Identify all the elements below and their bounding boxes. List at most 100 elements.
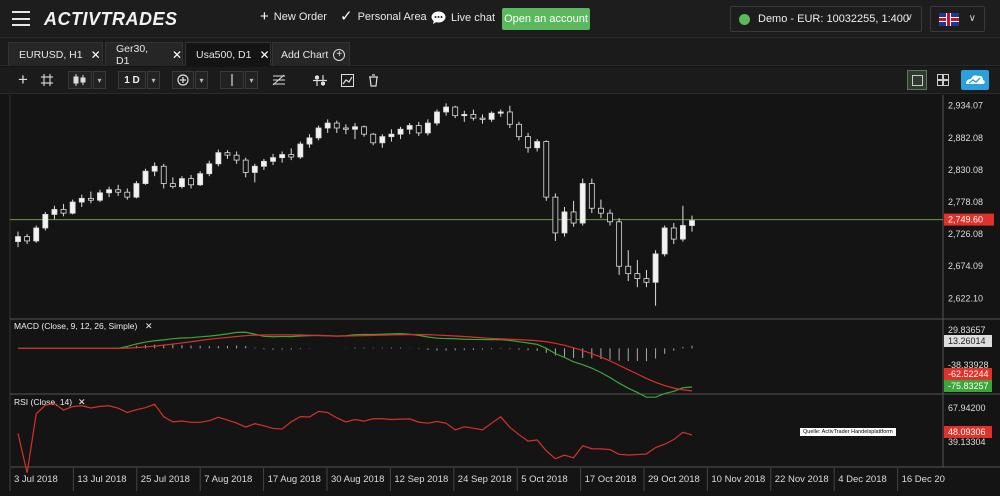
new-order-button[interactable]: + New Order: [260, 9, 327, 24]
candle-body: [415, 125, 422, 134]
close-icon[interactable]: ✕: [171, 47, 182, 62]
candle-body: [87, 197, 94, 201]
time-tick-label: 3 Jul 2018: [14, 474, 58, 485]
hamburger-menu-icon[interactable]: [12, 11, 30, 26]
fibonacci-icon[interactable]: [268, 71, 290, 89]
grid-layout-button[interactable]: [933, 70, 953, 90]
crosshair-icon[interactable]: +: [18, 70, 28, 89]
price-tick-label: 2,830.08: [948, 165, 983, 175]
candlestick-type-icon[interactable]: [68, 71, 92, 89]
candle-body: [552, 196, 559, 234]
candle-body: [324, 122, 331, 129]
tab-ger30-d1[interactable]: Ger30, D1 ✕: [105, 42, 183, 67]
time-tick-label: 17 Oct 2018: [585, 474, 637, 485]
candle-body: [598, 207, 604, 214]
candle-body: [33, 227, 40, 242]
candle-body: [160, 165, 167, 184]
macd-line-label: -75.83257: [948, 381, 989, 391]
candle-body: [251, 165, 258, 173]
tab-usa500-d1[interactable]: Usa500, D1 ✕: [185, 42, 271, 66]
candle-body: [352, 126, 358, 130]
close-icon[interactable]: ✕: [259, 47, 270, 62]
time-tick-label: 4 Dec 2018: [838, 474, 887, 485]
candle-body: [151, 165, 158, 172]
account-label: Demo - EUR: 10032255, 1:400: [758, 13, 910, 25]
single-layout-button[interactable]: [907, 70, 927, 90]
current-price-label: 2,749.60: [948, 215, 983, 225]
timeframe-selector[interactable]: 1 D: [118, 71, 146, 89]
macd-tick-label: -38.33928: [948, 360, 989, 370]
candle-body: [233, 154, 240, 161]
close-icon: ✕: [145, 321, 153, 331]
candle-body: [543, 141, 550, 198]
candle-body: [525, 136, 531, 149]
timeframe-dropdown-icon[interactable]: ▾: [147, 71, 160, 89]
checkmark-icon: ✓: [340, 8, 353, 25]
account-selector[interactable]: Demo - EUR: 10032255, 1:400 ∨: [730, 6, 922, 32]
candle-body: [288, 154, 295, 158]
live-chat-label: Live chat: [451, 11, 496, 24]
tab-label: EURUSD, H1: [19, 48, 83, 61]
rsi-value-label: 48.09306: [948, 427, 986, 437]
rsi-label: RSI (Close, 14): [14, 397, 72, 407]
open-account-button[interactable]: Open an account: [502, 8, 590, 30]
candle-body: [661, 227, 668, 255]
candle-body: [169, 183, 176, 188]
candle-body: [142, 170, 149, 184]
add-indicator-icon[interactable]: [172, 71, 194, 89]
candle-body: [616, 221, 623, 267]
candle-body: [406, 125, 413, 130]
price-tick-label: 2,778.08: [948, 197, 983, 207]
candle-body: [115, 189, 122, 193]
candle-body: [506, 111, 513, 125]
macd-signal-label: -62.52244: [948, 369, 989, 379]
rsi-value-badge: [944, 426, 992, 438]
candle-body: [561, 211, 568, 234]
candle-body: [634, 273, 641, 279]
candle-body: [470, 114, 477, 119]
grid-layout-icon: [937, 74, 949, 86]
candle-body: [388, 133, 395, 138]
live-chat-button[interactable]: Live chat: [431, 11, 495, 24]
candle-body: [270, 157, 276, 162]
candle-body: [479, 117, 486, 120]
add-chart-button[interactable]: Add Chart +: [272, 42, 350, 66]
candle-body: [370, 133, 377, 144]
candle-body: [434, 111, 440, 124]
candle-body: [224, 152, 231, 156]
trash-icon[interactable]: [363, 71, 383, 89]
candle-body: [461, 114, 468, 117]
template-icon[interactable]: [336, 71, 358, 89]
chart-tabs: EURUSD, H1 ✕ Ger30, D1 ✕ Usa500, D1 ✕ Ad…: [0, 38, 1000, 67]
logo: ACTIVTRADES: [44, 9, 178, 29]
macd-tick-label: 29.83657: [948, 325, 986, 335]
tab-eurusd-h1[interactable]: EURUSD, H1 ✕: [8, 42, 103, 66]
macd-line: [18, 331, 693, 398]
candle-body: [443, 106, 449, 113]
macd-label: MACD (Close, 9, 12, 26, Simple): [14, 321, 137, 331]
macd-line-badge: [944, 380, 992, 392]
chart-canvas[interactable]: 2,934.07 2,882.08 2,830.08 2,778.08 2,726.08…: [0, 95, 1000, 491]
chevron-down-icon: ∨: [968, 13, 976, 24]
close-icon[interactable]: ✕: [90, 47, 101, 62]
language-selector[interactable]: ∨: [930, 6, 985, 32]
drawing-dropdown-icon[interactable]: ▾: [245, 71, 258, 89]
grid-icon[interactable]: [38, 71, 56, 89]
candle-body: [24, 236, 31, 242]
drawing-line-icon[interactable]: [220, 71, 244, 89]
personal-area-button[interactable]: ✓ Personal Area: [340, 8, 427, 25]
indicator-dropdown-icon[interactable]: ▾: [195, 71, 208, 89]
tab-label: Usa500, D1: [196, 48, 252, 61]
candle-body: [679, 225, 686, 240]
add-chart-label: Add Chart: [281, 48, 329, 61]
candle-body: [652, 253, 659, 283]
candle-body: [42, 214, 49, 229]
chart-area[interactable]: 2,934.07 2,882.08 2,830.08 2,778.08 2,726.08…: [0, 95, 1000, 491]
candle-body: [215, 152, 222, 165]
price-tick-label: 2,934.07: [948, 101, 983, 111]
candle-body: [242, 159, 249, 173]
compare-icon[interactable]: [309, 71, 331, 89]
cloud-icon[interactable]: [961, 70, 989, 90]
chart-type-dropdown-icon[interactable]: ▾: [93, 71, 106, 89]
candle-body: [333, 122, 340, 129]
